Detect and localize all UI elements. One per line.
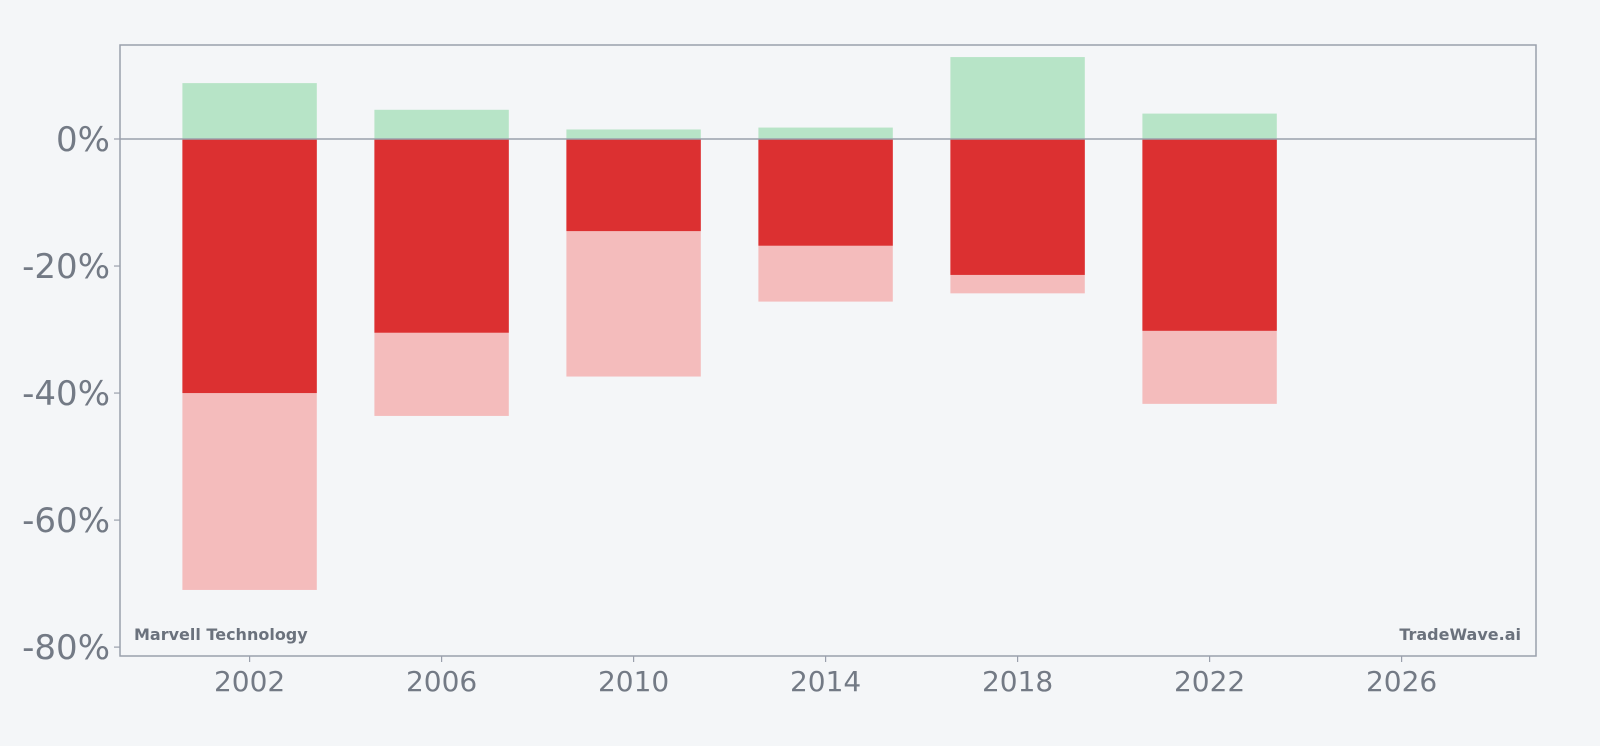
x-tick-label: 2022	[1174, 665, 1245, 698]
x-axis: 2002 2006 2010 2014 2018 2022 2026	[214, 656, 1437, 698]
y-axis: 0% -20% -40% -60% -80%	[22, 120, 120, 668]
plot-frame	[119, 44, 1537, 657]
source-label: TradeWave.ai	[1399, 625, 1521, 644]
y-tick-label: -80%	[22, 628, 110, 668]
bar-negative-2010	[566, 139, 701, 232]
x-tick-label: 2006	[406, 665, 477, 698]
bar-negative-2002	[182, 139, 317, 394]
x-tick-label: 2026	[1366, 665, 1437, 698]
bar-positive-2014	[758, 127, 893, 139]
bar-positive-2002	[182, 83, 317, 139]
x-tick-label: 2010	[598, 665, 669, 698]
bar-positive-2022	[1142, 113, 1277, 139]
bar-positive-2010	[566, 129, 701, 139]
y-tick-label: -20%	[22, 247, 110, 287]
company-label: Marvell Technology	[134, 625, 308, 644]
x-tick-label: 2014	[790, 665, 861, 698]
bar-positive-2006	[374, 109, 509, 139]
x-tick-label: 2002	[214, 665, 285, 698]
bar-positive-2018	[950, 57, 1085, 139]
bars-group	[182, 57, 1277, 590]
y-tick-label: 0%	[56, 120, 110, 160]
x-tick-label: 2018	[982, 665, 1053, 698]
bar-negative-2014	[758, 139, 893, 246]
y-tick-label: -60%	[22, 501, 110, 541]
bar-negative-2018	[950, 139, 1085, 275]
y-tick-label: -40%	[22, 374, 110, 414]
bar-negative-2006	[374, 139, 509, 333]
bar-negative-2022	[1142, 139, 1277, 331]
